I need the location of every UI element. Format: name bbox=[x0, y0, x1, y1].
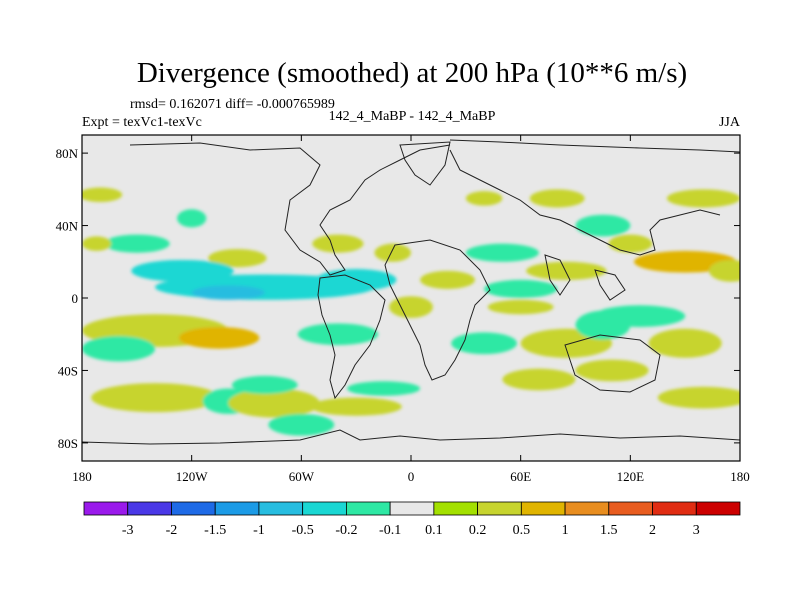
field-blob bbox=[451, 332, 518, 355]
x-tick-label: 120E bbox=[617, 469, 645, 484]
colorbar-swatch bbox=[302, 501, 347, 516]
field-blob bbox=[131, 259, 234, 282]
y-tick-label: 80S bbox=[58, 436, 78, 451]
colorbar: -3 -2 -1.5 -1 -0.5 -0.2 -0.1 0.1 0.2 0.5 1 1.5 2 3 bbox=[83, 501, 741, 538]
colorbar-label: -0.2 bbox=[335, 523, 357, 538]
field-blob bbox=[177, 209, 207, 228]
y-axis: 80N 40N 0 40S 80S bbox=[56, 146, 740, 451]
colorbar-label: 0.2 bbox=[469, 523, 487, 538]
field-blob bbox=[502, 368, 576, 391]
field-blob bbox=[708, 259, 740, 282]
field-blob bbox=[575, 214, 631, 237]
colorbar-label: 3 bbox=[693, 523, 700, 538]
x-axis: 180 120W 60W 0 60E 120E 180 bbox=[72, 135, 750, 484]
field-blob bbox=[657, 386, 740, 409]
field-blob bbox=[484, 279, 558, 299]
colorbar-label: -0.1 bbox=[379, 523, 401, 538]
southeast-asia-outline bbox=[594, 269, 626, 301]
colorbar-label: 0.5 bbox=[513, 523, 531, 538]
field-blob bbox=[648, 328, 722, 358]
field-blob bbox=[91, 383, 220, 413]
field-blob bbox=[312, 234, 364, 253]
stats-label: rmsd= 0.162071 diff= -0.000765989 bbox=[130, 97, 335, 112]
field-blob bbox=[374, 243, 411, 262]
x-tick-label: 0 bbox=[408, 469, 415, 484]
field-blob bbox=[310, 397, 402, 416]
x-tick-label: 180 bbox=[730, 469, 750, 484]
field-blob bbox=[82, 187, 123, 203]
field-blob bbox=[268, 413, 335, 436]
colorbar-swatch bbox=[652, 501, 697, 516]
x-tick-label: 180 bbox=[72, 469, 92, 484]
field-blob bbox=[666, 189, 740, 208]
field-blob bbox=[575, 359, 649, 382]
colorbar-swatch bbox=[83, 501, 129, 516]
field-blob bbox=[389, 296, 433, 318]
colorbar-swatch bbox=[171, 501, 216, 516]
colorbar-swatch bbox=[695, 501, 741, 516]
field-blob bbox=[191, 285, 265, 300]
colorbar-swatch bbox=[477, 501, 522, 516]
india-outline bbox=[544, 254, 571, 296]
colorbar-swatch bbox=[520, 501, 566, 516]
field-blob bbox=[465, 243, 539, 262]
field-blob bbox=[82, 336, 156, 362]
field-blob bbox=[487, 299, 554, 315]
y-tick-label: 80N bbox=[56, 146, 79, 161]
colorbar-label: -0.5 bbox=[292, 523, 314, 538]
field-blob bbox=[208, 249, 267, 268]
australia-outline bbox=[564, 334, 661, 393]
x-tick-label: 60W bbox=[289, 469, 315, 484]
field-blob bbox=[228, 388, 320, 418]
colorbar-swatch bbox=[214, 501, 260, 516]
colorbar-label: -1.5 bbox=[204, 523, 226, 538]
x-tick-label: 60E bbox=[510, 469, 531, 484]
colorbar-label: 1 bbox=[562, 523, 569, 538]
greenland-outline bbox=[399, 141, 451, 186]
y-tick-label: 40N bbox=[56, 219, 79, 234]
comparison-label: 142_4_MaBP - 142_4_MaBP bbox=[329, 109, 496, 124]
colorbar-label: -3 bbox=[122, 523, 134, 538]
y-tick-label: 40S bbox=[58, 363, 78, 378]
field-blob bbox=[593, 305, 686, 327]
field-blob bbox=[297, 323, 379, 346]
season-label: JJA bbox=[719, 115, 741, 130]
eurasia-outline bbox=[449, 139, 740, 256]
colorbar-swatch bbox=[608, 501, 653, 516]
field-blob bbox=[526, 261, 607, 280]
colorbar-swatch bbox=[564, 501, 610, 516]
colorbar-swatch bbox=[389, 501, 435, 516]
field-blob bbox=[231, 375, 298, 394]
colorbar-label: 0.1 bbox=[425, 523, 443, 538]
chart-title: Divergence (smoothed) at 200 hPa (10**6 … bbox=[137, 57, 687, 89]
field-blob bbox=[465, 191, 503, 206]
south-america-outline bbox=[317, 274, 386, 400]
x-tick-label: 120W bbox=[176, 469, 209, 484]
africa-outline bbox=[384, 239, 491, 381]
y-tick-label: 0 bbox=[72, 291, 79, 306]
field-blob bbox=[82, 236, 112, 251]
field-blob bbox=[420, 270, 475, 289]
field-blob bbox=[178, 326, 260, 349]
colorbar-swatch bbox=[433, 501, 479, 516]
antarctica-outline bbox=[82, 429, 740, 445]
colorbar-swatch bbox=[258, 501, 304, 516]
colorbar-swatch bbox=[345, 501, 391, 516]
colorbar-label: 2 bbox=[649, 523, 656, 538]
experiment-label: Expt = texVc1-texVc bbox=[82, 115, 202, 130]
field-blob bbox=[608, 234, 653, 253]
coastlines bbox=[82, 139, 740, 445]
colorbar-label: 1.5 bbox=[600, 523, 618, 538]
colorbar-label: -1 bbox=[253, 523, 265, 538]
colorbar-label: -2 bbox=[166, 523, 178, 538]
colorbar-swatch bbox=[127, 501, 172, 516]
field-blob bbox=[529, 189, 585, 208]
field-blob bbox=[103, 234, 170, 253]
field-blob bbox=[347, 381, 421, 396]
north-america-outline bbox=[129, 142, 451, 276]
